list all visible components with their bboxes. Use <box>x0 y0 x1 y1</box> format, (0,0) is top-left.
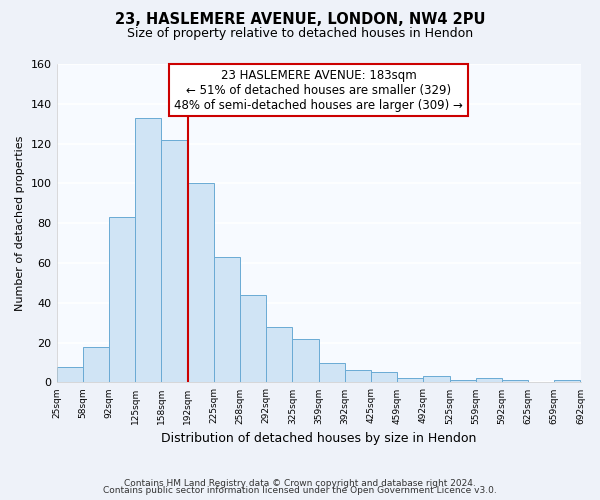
Bar <box>319 362 345 382</box>
Text: Contains HM Land Registry data © Crown copyright and database right 2024.: Contains HM Land Registry data © Crown c… <box>124 478 476 488</box>
Text: Contains public sector information licensed under the Open Government Licence v3: Contains public sector information licen… <box>103 486 497 495</box>
Bar <box>554 380 580 382</box>
Bar <box>214 257 240 382</box>
Bar <box>424 376 449 382</box>
Bar <box>266 326 292 382</box>
Bar <box>292 338 319 382</box>
Text: Size of property relative to detached houses in Hendon: Size of property relative to detached ho… <box>127 28 473 40</box>
Bar <box>371 372 397 382</box>
Text: 23 HASLEMERE AVENUE: 183sqm
← 51% of detached houses are smaller (329)
48% of se: 23 HASLEMERE AVENUE: 183sqm ← 51% of det… <box>174 69 463 112</box>
Bar <box>449 380 476 382</box>
Bar <box>109 217 135 382</box>
Bar <box>502 380 528 382</box>
Y-axis label: Number of detached properties: Number of detached properties <box>15 136 25 311</box>
Bar <box>83 346 109 382</box>
Bar <box>188 184 214 382</box>
Bar <box>135 118 161 382</box>
Text: 23, HASLEMERE AVENUE, LONDON, NW4 2PU: 23, HASLEMERE AVENUE, LONDON, NW4 2PU <box>115 12 485 28</box>
Bar <box>397 378 424 382</box>
X-axis label: Distribution of detached houses by size in Hendon: Distribution of detached houses by size … <box>161 432 476 445</box>
Bar <box>240 295 266 382</box>
Bar <box>56 366 83 382</box>
Bar <box>476 378 502 382</box>
Bar <box>345 370 371 382</box>
Bar <box>161 140 188 382</box>
